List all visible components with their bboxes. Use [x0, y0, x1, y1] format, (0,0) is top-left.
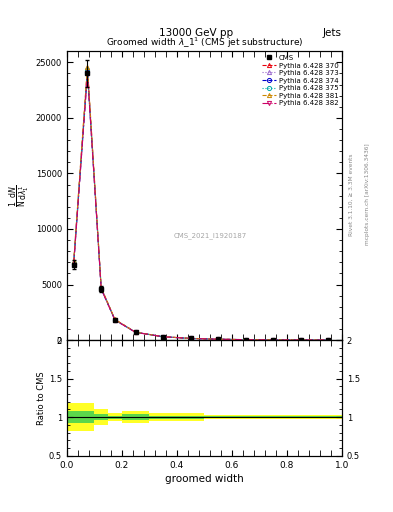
Pythia 6.428 381 — [326, 337, 331, 343]
Pythia 6.428 374 — [113, 317, 118, 323]
Pythia 6.428 375 — [326, 337, 331, 343]
Y-axis label: Ratio to CMS: Ratio to CMS — [37, 371, 46, 425]
Pythia 6.428 382 — [72, 262, 76, 268]
Pythia 6.428 382 — [99, 286, 104, 292]
Pythia 6.428 373 — [271, 337, 275, 343]
Pythia 6.428 375 — [216, 336, 220, 343]
Y-axis label: $\frac{1}{\mathrm{N}}\frac{\mathrm{d}N}{\mathrm{d}\lambda_1^1}$: $\frac{1}{\mathrm{N}}\frac{\mathrm{d}N}{… — [7, 184, 31, 207]
Pythia 6.428 373 — [133, 329, 138, 335]
Pythia 6.428 373 — [72, 261, 76, 267]
Pythia 6.428 381 — [216, 336, 220, 342]
Pythia 6.428 375 — [72, 260, 76, 266]
Pythia 6.428 374 — [326, 337, 331, 343]
Pythia 6.428 374 — [133, 329, 138, 335]
Line: Pythia 6.428 374: Pythia 6.428 374 — [72, 70, 330, 342]
Pythia 6.428 370 — [271, 337, 275, 343]
Pythia 6.428 374 — [99, 286, 104, 292]
Line: Pythia 6.428 370: Pythia 6.428 370 — [72, 66, 330, 342]
Pythia 6.428 374 — [85, 69, 90, 75]
Pythia 6.428 381 — [85, 63, 90, 70]
Pythia 6.428 381 — [298, 337, 303, 343]
Pythia 6.428 373 — [85, 68, 90, 74]
Pythia 6.428 373 — [99, 285, 104, 291]
Legend: CMS, Pythia 6.428 370, Pythia 6.428 373, Pythia 6.428 374, Pythia 6.428 375, Pyt: CMS, Pythia 6.428 370, Pythia 6.428 373,… — [261, 53, 340, 108]
Pythia 6.428 373 — [113, 317, 118, 323]
Pythia 6.428 373 — [161, 334, 165, 340]
Line: Pythia 6.428 373: Pythia 6.428 373 — [72, 69, 330, 342]
Text: Rivet 3.1.10, ≥ 3.3M events: Rivet 3.1.10, ≥ 3.3M events — [349, 153, 354, 236]
Pythia 6.428 374 — [188, 335, 193, 342]
Pythia 6.428 374 — [72, 261, 76, 267]
Pythia 6.428 373 — [326, 337, 331, 343]
Pythia 6.428 382 — [133, 329, 138, 335]
Pythia 6.428 382 — [161, 334, 165, 340]
Line: Pythia 6.428 381: Pythia 6.428 381 — [72, 65, 330, 342]
Pythia 6.428 374 — [271, 337, 275, 343]
Text: CMS_2021_I1920187: CMS_2021_I1920187 — [173, 233, 246, 240]
Pythia 6.428 370 — [216, 336, 220, 343]
Pythia 6.428 374 — [243, 336, 248, 343]
Pythia 6.428 370 — [72, 259, 76, 265]
Pythia 6.428 381 — [243, 336, 248, 343]
Pythia 6.428 373 — [298, 337, 303, 343]
Pythia 6.428 370 — [133, 329, 138, 335]
Pythia 6.428 375 — [271, 337, 275, 343]
Pythia 6.428 375 — [133, 329, 138, 335]
Pythia 6.428 374 — [161, 334, 165, 340]
Pythia 6.428 370 — [161, 334, 165, 340]
Pythia 6.428 381 — [113, 316, 118, 323]
Pythia 6.428 375 — [298, 337, 303, 343]
Pythia 6.428 381 — [72, 258, 76, 264]
Pythia 6.428 382 — [216, 336, 220, 343]
Pythia 6.428 381 — [271, 337, 275, 343]
Line: Pythia 6.428 375: Pythia 6.428 375 — [72, 68, 330, 342]
Title: Groomed width $\lambda\_1^1$ (CMS jet substructure): Groomed width $\lambda\_1^1$ (CMS jet su… — [106, 35, 303, 50]
Text: 13000 GeV pp: 13000 GeV pp — [160, 28, 233, 38]
Pythia 6.428 374 — [298, 337, 303, 343]
Pythia 6.428 382 — [271, 337, 275, 343]
Pythia 6.428 382 — [243, 336, 248, 343]
Pythia 6.428 381 — [161, 334, 165, 340]
Pythia 6.428 374 — [216, 336, 220, 343]
Pythia 6.428 382 — [113, 317, 118, 323]
Pythia 6.428 370 — [99, 285, 104, 291]
Pythia 6.428 373 — [243, 336, 248, 343]
X-axis label: groomed width: groomed width — [165, 474, 244, 484]
Pythia 6.428 370 — [243, 336, 248, 343]
Pythia 6.428 375 — [188, 335, 193, 342]
Pythia 6.428 375 — [113, 317, 118, 323]
Pythia 6.428 382 — [326, 337, 331, 343]
Pythia 6.428 375 — [85, 67, 90, 73]
Pythia 6.428 370 — [85, 65, 90, 71]
Pythia 6.428 381 — [188, 335, 193, 342]
Line: Pythia 6.428 382: Pythia 6.428 382 — [72, 71, 330, 342]
Pythia 6.428 370 — [298, 337, 303, 343]
Pythia 6.428 381 — [99, 285, 104, 291]
Pythia 6.428 373 — [216, 336, 220, 343]
Pythia 6.428 370 — [113, 316, 118, 323]
Pythia 6.428 382 — [298, 337, 303, 343]
Pythia 6.428 382 — [85, 70, 90, 76]
Pythia 6.428 370 — [326, 337, 331, 343]
Text: Jets: Jets — [323, 28, 342, 38]
Pythia 6.428 382 — [188, 335, 193, 342]
Pythia 6.428 375 — [99, 285, 104, 291]
Text: mcplots.cern.ch [arXiv:1306.3436]: mcplots.cern.ch [arXiv:1306.3436] — [365, 144, 370, 245]
Pythia 6.428 375 — [243, 336, 248, 343]
Pythia 6.428 375 — [161, 334, 165, 340]
Pythia 6.428 381 — [133, 329, 138, 335]
Pythia 6.428 373 — [188, 335, 193, 342]
Pythia 6.428 370 — [188, 335, 193, 342]
